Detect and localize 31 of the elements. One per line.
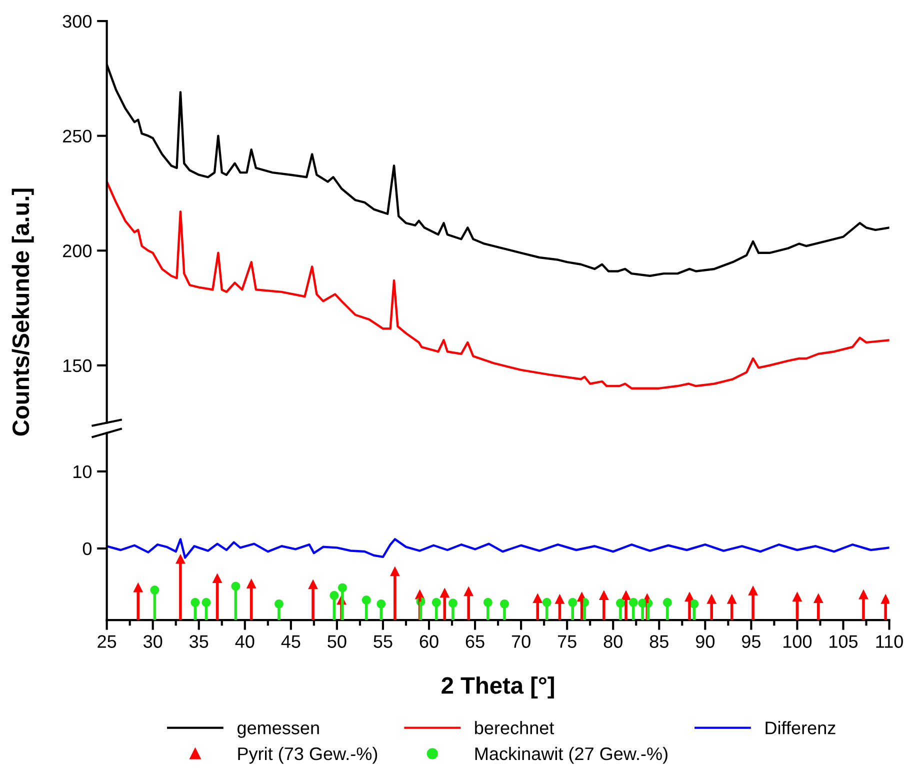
x-tick-label: 75 xyxy=(558,635,576,648)
x-tick-label: 90 xyxy=(696,635,714,648)
x-tick-label: 100 xyxy=(784,635,812,648)
x-tick-label: 35 xyxy=(190,635,208,648)
x-tick-label: 60 xyxy=(420,635,438,648)
x-tick-label: 65 xyxy=(466,635,484,648)
x-tick-label: 70 xyxy=(512,635,530,648)
y-tick-label: 0 xyxy=(82,542,92,556)
legend-label: berechnet xyxy=(475,721,554,734)
legend-label: Mackinawit (27 Gew.-%) xyxy=(475,746,668,764)
legend-label: Pyrit (73 Gew.-%) xyxy=(238,746,378,764)
x-tick-label: 55 xyxy=(374,635,392,648)
y-tick-label: 200 xyxy=(63,244,92,258)
legend-label: Differenz xyxy=(766,721,836,734)
x-tick-label: 80 xyxy=(604,635,622,648)
y-tick-label: 250 xyxy=(63,130,92,143)
x-tick-label: 95 xyxy=(742,635,760,648)
legend-label: gemessen xyxy=(238,724,319,738)
x-tick-label: 105 xyxy=(830,635,858,648)
x-tick-label: 110 xyxy=(876,635,903,648)
x-tick-label: 50 xyxy=(328,635,346,648)
x-tick-label: 25 xyxy=(98,635,116,648)
y-tick-label: 300 xyxy=(62,14,92,28)
x-axis-title: 2 Theta [°] xyxy=(442,676,554,699)
x-tick-label: 45 xyxy=(281,635,300,648)
x-tick-label: 40 xyxy=(235,635,254,648)
y-tick-label: 10 xyxy=(74,465,92,478)
y-axis-title: Counts/Sekunde [a.u.] xyxy=(12,188,34,436)
y-tick-label: 150 xyxy=(63,359,92,372)
x-tick-label: 85 xyxy=(650,635,668,648)
x-tick-label: 30 xyxy=(143,635,162,648)
